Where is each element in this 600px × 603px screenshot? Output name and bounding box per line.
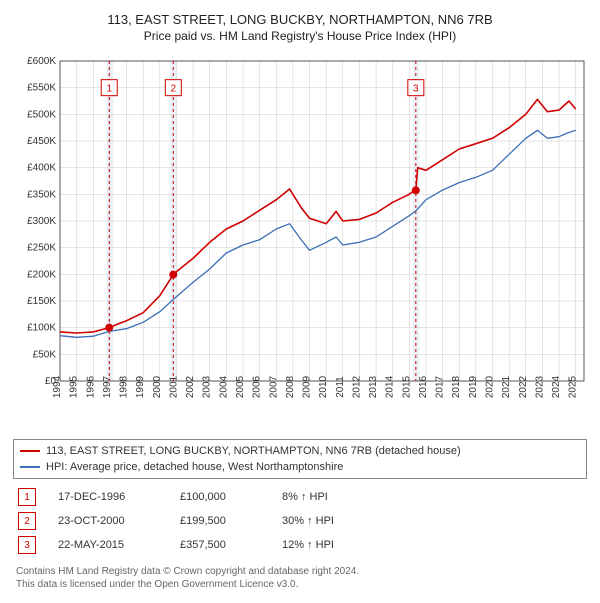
svg-text:£450K: £450K xyxy=(27,136,56,147)
sale-price-1: £100,000 xyxy=(180,491,260,503)
legend-label-hpi: HPI: Average price, detached house, West… xyxy=(46,459,343,475)
svg-text:£150K: £150K xyxy=(27,296,56,307)
svg-text:£400K: £400K xyxy=(27,163,56,174)
svg-text:2010: 2010 xyxy=(318,375,329,398)
sale-pct-3: 12% ↑ HPI xyxy=(282,539,334,551)
svg-text:£350K: £350K xyxy=(27,189,56,200)
page-title: 113, EAST STREET, LONG BUCKBY, NORTHAMPT… xyxy=(12,12,588,27)
sale-price-3: £357,500 xyxy=(180,539,260,551)
svg-text:1997: 1997 xyxy=(102,375,113,398)
svg-text:£550K: £550K xyxy=(27,83,56,94)
svg-text:2020: 2020 xyxy=(485,375,496,398)
svg-text:2017: 2017 xyxy=(435,375,446,398)
sale-row-3: 3 22-MAY-2015 £357,500 12% ↑ HPI xyxy=(12,533,588,557)
legend-row-hpi: HPI: Average price, detached house, West… xyxy=(20,459,580,475)
svg-text:2011: 2011 xyxy=(335,376,346,398)
chart-svg: £0£50K£100K£150K£200K£250K£300K£350K£400… xyxy=(12,51,588,431)
legend-label-price: 113, EAST STREET, LONG BUCKBY, NORTHAMPT… xyxy=(46,443,461,459)
legend: 113, EAST STREET, LONG BUCKBY, NORTHAMPT… xyxy=(13,439,587,479)
svg-text:£250K: £250K xyxy=(27,243,56,254)
svg-text:2023: 2023 xyxy=(534,375,545,398)
svg-text:2019: 2019 xyxy=(468,375,479,398)
svg-text:2021: 2021 xyxy=(501,375,512,398)
svg-text:2018: 2018 xyxy=(451,375,462,398)
price-chart: £0£50K£100K£150K£200K£250K£300K£350K£400… xyxy=(12,51,588,431)
sale-badge-3: 3 xyxy=(18,536,36,554)
legend-swatch-hpi xyxy=(20,466,40,468)
svg-text:2024: 2024 xyxy=(551,375,562,398)
license-line-2: This data is licensed under the Open Gov… xyxy=(16,578,584,591)
sale-date-1: 17-DEC-1996 xyxy=(58,491,158,503)
sale-row-2: 2 23-OCT-2000 £199,500 30% ↑ HPI xyxy=(12,509,588,533)
svg-text:£100K: £100K xyxy=(27,323,56,334)
svg-text:1998: 1998 xyxy=(119,375,130,398)
legend-swatch-price xyxy=(20,450,40,452)
legend-row-price: 113, EAST STREET, LONG BUCKBY, NORTHAMPT… xyxy=(20,443,580,459)
svg-text:2006: 2006 xyxy=(252,375,263,398)
svg-text:£600K: £600K xyxy=(27,56,56,67)
sale-date-3: 22-MAY-2015 xyxy=(58,539,158,551)
svg-text:£50K: £50K xyxy=(33,349,57,360)
svg-text:£300K: £300K xyxy=(27,216,56,227)
svg-text:1995: 1995 xyxy=(69,375,80,398)
svg-text:3: 3 xyxy=(413,84,419,95)
svg-text:1994: 1994 xyxy=(52,375,63,398)
page-subtitle: Price paid vs. HM Land Registry's House … xyxy=(12,29,588,43)
svg-text:2003: 2003 xyxy=(202,375,213,398)
sale-badge-2: 2 xyxy=(18,512,36,530)
license-text: Contains HM Land Registry data © Crown c… xyxy=(16,565,584,591)
svg-text:2005: 2005 xyxy=(235,375,246,398)
svg-text:2: 2 xyxy=(171,84,177,95)
license-line-1: Contains HM Land Registry data © Crown c… xyxy=(16,565,584,578)
sale-pct-1: 8% ↑ HPI xyxy=(282,491,328,503)
svg-text:2008: 2008 xyxy=(285,375,296,398)
svg-text:2025: 2025 xyxy=(568,375,579,398)
svg-text:1999: 1999 xyxy=(135,375,146,398)
svg-text:2002: 2002 xyxy=(185,375,196,398)
svg-text:2007: 2007 xyxy=(268,375,279,398)
sale-price-2: £199,500 xyxy=(180,515,260,527)
sale-badge-1: 1 xyxy=(18,488,36,506)
svg-text:2022: 2022 xyxy=(518,375,529,398)
svg-text:2012: 2012 xyxy=(351,375,362,398)
svg-text:2015: 2015 xyxy=(401,375,412,398)
svg-text:2013: 2013 xyxy=(368,375,379,398)
svg-text:2016: 2016 xyxy=(418,375,429,398)
svg-text:£500K: £500K xyxy=(27,109,56,120)
svg-text:1: 1 xyxy=(106,84,112,95)
svg-text:2014: 2014 xyxy=(385,375,396,398)
svg-text:£200K: £200K xyxy=(27,269,56,280)
sale-date-2: 23-OCT-2000 xyxy=(58,515,158,527)
svg-text:2009: 2009 xyxy=(302,375,313,398)
svg-text:2004: 2004 xyxy=(218,375,229,398)
svg-text:1996: 1996 xyxy=(85,375,96,398)
sale-row-1: 1 17-DEC-1996 £100,000 8% ↑ HPI xyxy=(12,485,588,509)
svg-text:2000: 2000 xyxy=(152,375,163,398)
svg-text:2001: 2001 xyxy=(168,375,179,398)
sale-pct-2: 30% ↑ HPI xyxy=(282,515,334,527)
